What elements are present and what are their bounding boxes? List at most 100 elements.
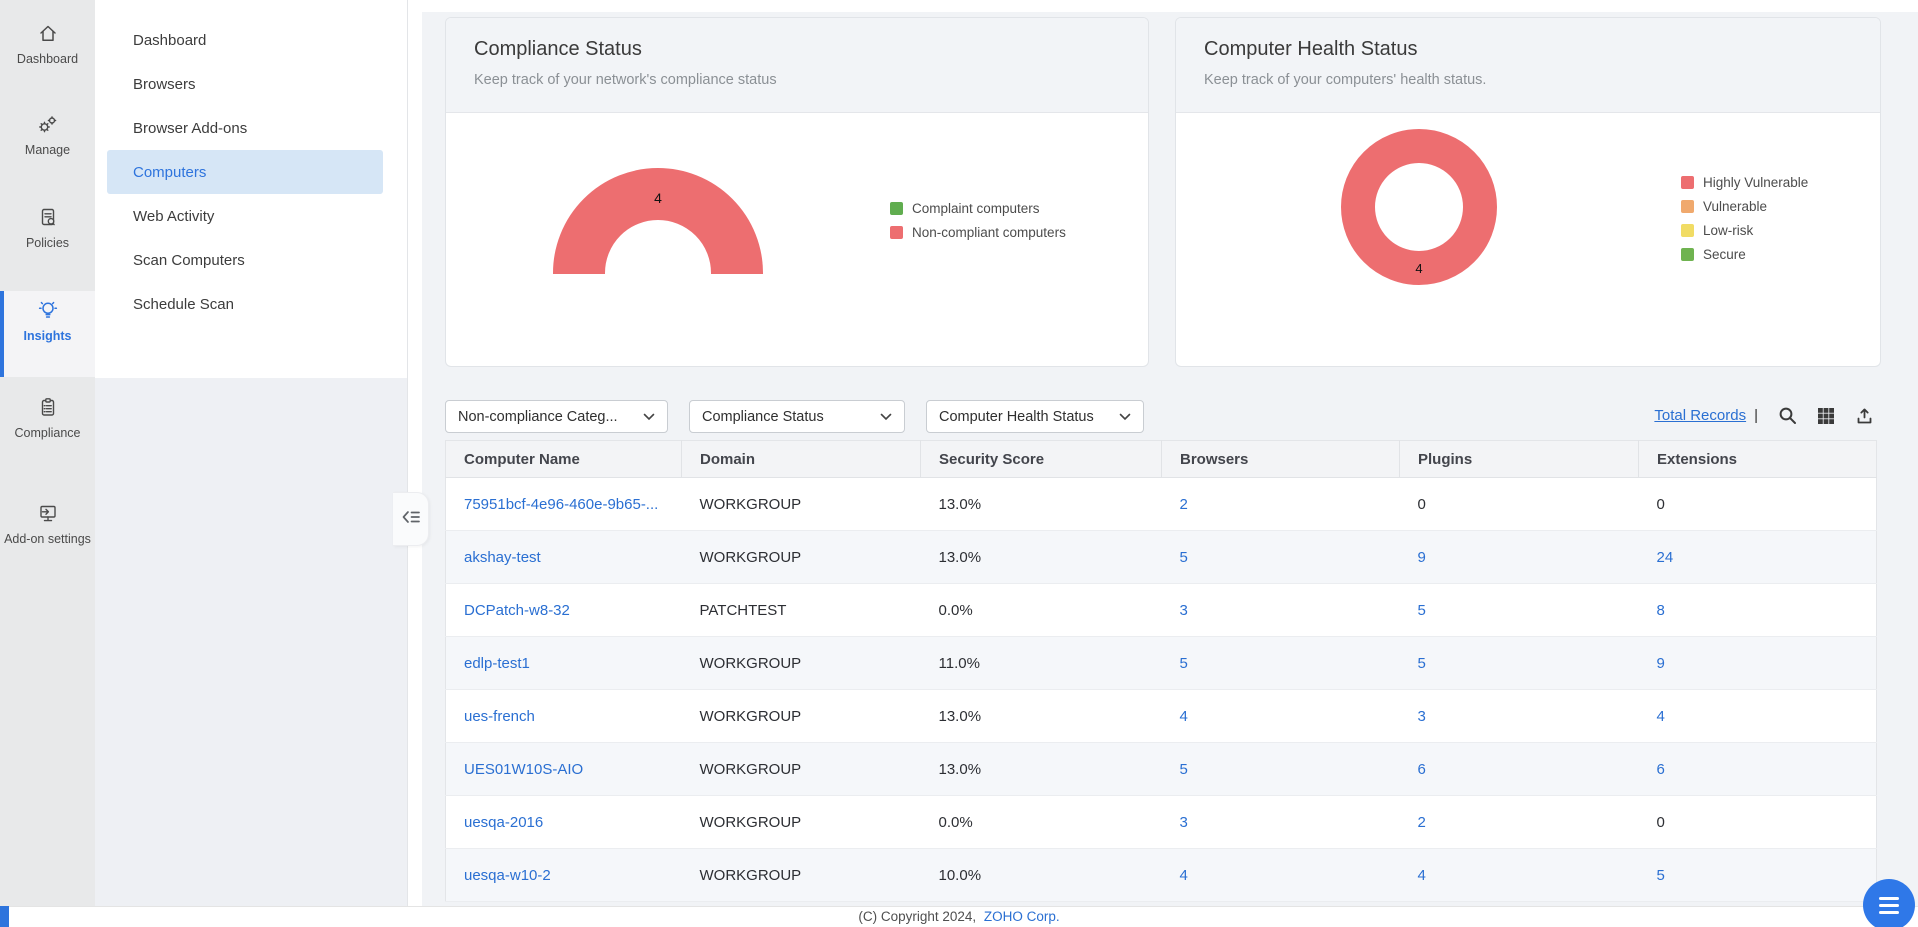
plugins-count-cell-link[interactable]: 4 [1417,866,1426,884]
main-content: Compliance Status Keep track of your net… [409,0,1918,927]
chevron-down-icon [643,409,655,425]
plugins-count-cell-link[interactable]: 9 [1417,548,1426,566]
browsers-count-cell-link[interactable]: 5 [1179,548,1188,566]
legend-item-low-risk[interactable]: Low-risk [1681,223,1808,238]
column-header-computer-name[interactable]: Computer Name [445,440,682,478]
browsers-count-cell: 4 [1161,689,1400,743]
table-row: DCPatch-w8-32 PATCHTEST 0.0% 3 5 8 [445,583,1877,637]
plugins-count-cell: 5 [1399,636,1639,690]
column-header-extensions[interactable]: Extensions [1638,440,1877,478]
browsers-count-cell-link[interactable]: 3 [1179,813,1188,831]
card-title: Compliance Status [474,38,642,60]
rail-item-manage[interactable]: Manage [0,105,95,191]
table-row: edlp-test1 WORKGROUP 11.0% 5 5 9 [445,636,1877,690]
health-chart-area: 4 Highly Vulnerable Vulnerable Low-risk [1176,113,1880,358]
dropdown-label: Non-compliance Categ... [458,408,618,425]
plugins-count-cell-link[interactable]: 5 [1417,654,1426,672]
sidebar-item-browser-addons[interactable]: Browser Add-ons [133,119,248,137]
extensions-count-cell-link[interactable]: 9 [1656,654,1665,672]
sidebar-item-dashboard[interactable]: Dashboard [133,31,207,49]
card-header: Computer Health Status Keep track of you… [1176,18,1880,113]
sidebar-item-browsers[interactable]: Browsers [133,75,196,93]
extensions-count-cell: 0 [1638,477,1877,531]
column-header-domain[interactable]: Domain [681,440,921,478]
rail-item-compliance[interactable]: Compliance [0,388,95,474]
computer-name-cell-link[interactable]: uesqa-2016 [464,813,544,831]
browsers-count-cell: 4 [1161,848,1400,902]
donut-value-label: 4 [1415,261,1423,276]
gauge-ring [553,168,763,274]
footer: (C) Copyright 2024, ZOHO Corp. [0,906,1918,927]
computer-name-cell-link[interactable]: akshay-test [464,548,541,566]
grid-view-icon[interactable] [1817,407,1835,425]
compliance-status-dropdown[interactable]: Compliance Status [689,400,905,433]
computer-name-cell-link[interactable]: DCPatch-w8-32 [464,601,570,619]
compliance-half-donut-chart[interactable]: 4 [553,168,763,274]
noncompliance-category-dropdown[interactable]: Non-compliance Categ... [445,400,668,433]
plugins-count-cell: 4 [1399,848,1639,902]
extensions-count-cell-link[interactable]: 4 [1656,707,1665,725]
rail-item-label: Manage [24,143,71,157]
computer-name-cell-link[interactable]: ues-french [464,707,535,725]
zoho-corp-link[interactable]: ZOHO Corp. [983,909,1060,924]
insights-bulb-icon [37,299,59,321]
column-header-security-score[interactable]: Security Score [920,440,1162,478]
rail-item-addon-settings[interactable]: Add-on settings [0,494,95,580]
extensions-count-cell: 4 [1638,689,1877,743]
sidebar-item-computers[interactable]: Computers [107,150,383,194]
plugins-count-cell-link[interactable]: 5 [1417,601,1426,619]
sidebar-item-scan-computers[interactable]: Scan Computers [133,251,245,269]
browsers-count-cell-link[interactable]: 5 [1179,760,1188,778]
computer-name-cell-link[interactable]: edlp-test1 [464,654,530,672]
security-score-cell: 13.0% [920,530,1162,584]
browsers-count-cell-link[interactable]: 4 [1179,866,1188,884]
extensions-count-cell-link[interactable]: 5 [1656,866,1665,884]
extensions-count-cell: 0 [1638,795,1877,849]
quick-actions-fab[interactable] [1863,879,1915,927]
legend-label: Secure [1703,247,1746,262]
total-records-link[interactable]: Total Records [1654,407,1747,424]
plugins-count-cell-link[interactable]: 2 [1417,813,1426,831]
sidebar-item-schedule-scan[interactable]: Schedule Scan [133,295,234,313]
browsers-count-cell-link[interactable]: 2 [1179,495,1188,513]
scrollbar-track[interactable] [409,0,422,915]
extensions-count-cell-link[interactable]: 8 [1656,601,1665,619]
extensions-count-cell-link[interactable]: 6 [1656,760,1665,778]
browsers-count-cell-link[interactable]: 5 [1179,654,1188,672]
legend-item-highly-vulnerable[interactable]: Highly Vulnerable [1681,175,1808,190]
legend-item-secure[interactable]: Secure [1681,247,1808,262]
security-score-cell: 0.0% [920,583,1162,637]
legend-swatch [1681,176,1694,189]
rail-item-label: Compliance [14,426,81,440]
browsers-count-cell: 2 [1161,477,1400,531]
column-header-browsers[interactable]: Browsers [1161,440,1400,478]
computer-name-cell-link[interactable]: uesqa-w10-2 [464,866,551,884]
browsers-count-cell-link[interactable]: 4 [1179,707,1188,725]
computer-health-status-dropdown[interactable]: Computer Health Status [926,400,1144,433]
plugins-count-cell: 3 [1399,689,1639,743]
legend-item-compliant[interactable]: Complaint computers [890,201,1066,216]
legend-item-vulnerable[interactable]: Vulnerable [1681,199,1808,214]
extensions-count-cell-link[interactable]: 24 [1656,548,1674,566]
extensions-count-cell: 5 [1638,848,1877,902]
sidebar-item-web-activity[interactable]: Web Activity [133,207,215,225]
plugins-count-cell-link[interactable]: 3 [1417,707,1426,725]
computer-name-cell-link[interactable]: UES01W10S-AIO [464,760,584,778]
table-row: 75951bcf-4e96-460e-9b65-... WORKGROUP 13.0… [445,477,1877,531]
rail-item-insights[interactable]: Insights [0,291,95,377]
domain-cell: WORKGROUP [681,742,921,796]
insights-menu: Dashboard Browsers Browser Add-ons Compu… [95,0,407,378]
legend-label: Complaint computers [912,201,1040,216]
column-header-plugins[interactable]: Plugins [1399,440,1639,478]
collapse-sidebar-button[interactable] [393,492,429,546]
rail-item-dashboard[interactable]: Dashboard [0,14,95,100]
search-icon[interactable] [1778,406,1797,425]
computer-name-cell-link[interactable]: 75951bcf-4e96-460e-9b65-... [464,495,659,513]
plugins-count-cell-link[interactable]: 6 [1417,760,1426,778]
legend-item-noncompliant[interactable]: Non-compliant computers [890,225,1066,240]
rail-item-policies[interactable]: Policies [0,198,95,284]
export-icon[interactable] [1855,406,1874,425]
computer-name-cell: akshay-test [445,530,682,584]
plugins-count-cell: 5 [1399,583,1639,637]
browsers-count-cell-link[interactable]: 3 [1179,601,1188,619]
